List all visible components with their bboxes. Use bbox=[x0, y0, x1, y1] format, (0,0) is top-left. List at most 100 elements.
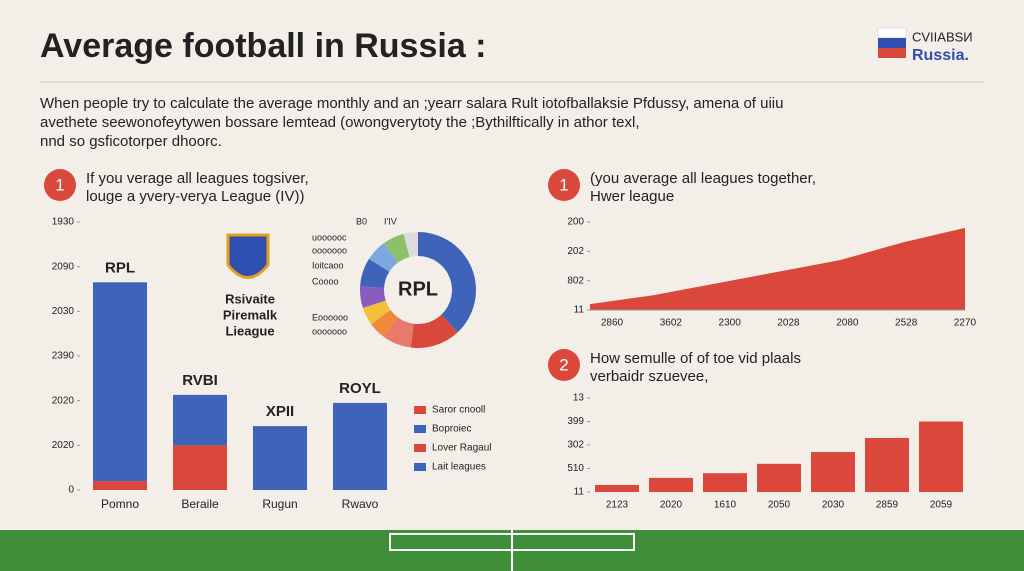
donut-label: ooooooo bbox=[312, 326, 347, 336]
donut-segment bbox=[369, 243, 399, 272]
bar-segment bbox=[253, 426, 307, 490]
intro-line: avethete seewonofeytywen bossare lemtead… bbox=[40, 114, 639, 131]
bar bbox=[811, 452, 855, 492]
y-tick-label: 1930 bbox=[52, 217, 75, 228]
donut-segment bbox=[383, 233, 410, 263]
y-tick-label: 802 bbox=[567, 275, 584, 286]
y-tick-label: 399 bbox=[567, 416, 584, 427]
legend-swatch bbox=[414, 425, 426, 433]
flag bbox=[877, 27, 907, 39]
section-line: Hwer league bbox=[590, 188, 674, 205]
donut-segment bbox=[371, 309, 399, 337]
intro-line: When people try to calculate the average… bbox=[40, 95, 783, 112]
x-tick-label: 2028 bbox=[777, 318, 800, 329]
section-number: 1 bbox=[559, 175, 568, 194]
x-tick-label: Rwavo bbox=[342, 497, 379, 511]
bar bbox=[865, 437, 909, 492]
bar bbox=[595, 484, 639, 492]
section-badge bbox=[548, 169, 580, 201]
title: Average football in Russia : bbox=[40, 27, 487, 65]
donut-segment bbox=[383, 317, 414, 348]
donut-label: Eoooooo bbox=[312, 312, 348, 322]
y-tick-label: 510 bbox=[567, 463, 584, 474]
section-number: 2 bbox=[559, 355, 568, 374]
section-line: If you verage all leagues togsiver, bbox=[86, 170, 309, 187]
logo-bottom: Russia. bbox=[912, 47, 969, 64]
donut-label: B0 bbox=[356, 216, 367, 226]
legend-swatch bbox=[414, 406, 426, 414]
donut-segment bbox=[418, 232, 476, 333]
donut-segment bbox=[360, 286, 386, 308]
legend-label: Lover Ragaul bbox=[432, 443, 491, 454]
bar-segment bbox=[333, 402, 387, 490]
pitch-box bbox=[389, 533, 635, 551]
bar-label: RVBI bbox=[182, 372, 218, 389]
donut-label: uoooooc bbox=[312, 232, 347, 242]
y-tick-label: 200 bbox=[567, 217, 584, 228]
y-tick-label: 0 bbox=[68, 485, 74, 496]
y-tick-label: 2030 bbox=[52, 306, 75, 317]
donut-label: I'IV bbox=[384, 216, 397, 226]
area bbox=[590, 227, 965, 310]
legend-swatch bbox=[414, 444, 426, 452]
y-tick-label: 11 bbox=[574, 305, 585, 316]
x-tick-label: 2123 bbox=[606, 500, 629, 511]
x-tick-label: 2020 bbox=[660, 500, 683, 511]
x-tick-label: 1610 bbox=[714, 500, 737, 511]
legend-swatch bbox=[414, 463, 426, 471]
x-tick-label: 2080 bbox=[836, 318, 859, 329]
bar bbox=[757, 463, 801, 492]
y-tick-label: 11 bbox=[574, 487, 585, 498]
legend-label: Boproiec bbox=[432, 424, 471, 435]
donut-label: Coooo bbox=[312, 276, 339, 286]
bar bbox=[649, 477, 693, 492]
donut-center: RPL bbox=[398, 278, 438, 300]
bar-segment bbox=[173, 445, 227, 490]
x-tick-label: Beraile bbox=[181, 497, 219, 511]
x-tick-label: Pomno bbox=[101, 497, 139, 511]
logo-top: CVIIABSИ bbox=[912, 29, 973, 44]
intro-line: nnd so gsficotorper dhoorc. bbox=[40, 133, 222, 150]
bar-label: RPL bbox=[105, 259, 135, 276]
section-badge bbox=[44, 169, 76, 201]
x-tick-label: 2860 bbox=[601, 318, 624, 329]
x-tick-label: Rugun bbox=[262, 497, 297, 511]
donut-label: Ioitcaoo bbox=[312, 260, 344, 270]
bar bbox=[703, 473, 747, 492]
bar-segment bbox=[93, 481, 147, 490]
donut-segment bbox=[360, 258, 390, 288]
crest-label: Piremalk bbox=[223, 307, 278, 322]
y-tick-label: 302 bbox=[567, 440, 584, 451]
bar-segment bbox=[93, 282, 147, 482]
bar-label: XPII bbox=[266, 403, 294, 420]
x-tick-label: 3602 bbox=[660, 318, 683, 329]
bar-segment bbox=[173, 394, 227, 446]
y-tick-label: 202 bbox=[567, 246, 584, 257]
donut-segment bbox=[410, 314, 458, 349]
x-tick-label: 2270 bbox=[954, 318, 977, 329]
y-tick-label: 2390 bbox=[52, 351, 75, 362]
legend-label: Saror cnooll bbox=[432, 405, 485, 416]
section-number: 1 bbox=[55, 175, 64, 194]
donut-segment bbox=[403, 232, 418, 258]
section-line: (you average all leagues together, bbox=[590, 170, 816, 187]
flag bbox=[878, 38, 906, 48]
y-tick-label: 2090 bbox=[52, 261, 75, 272]
section-badge bbox=[548, 349, 580, 381]
bar-label: ROYL bbox=[339, 380, 381, 397]
x-tick-label: 2859 bbox=[876, 500, 899, 511]
x-tick-label: 2059 bbox=[930, 500, 953, 511]
crest-label: Rsivaite bbox=[225, 291, 275, 306]
section-line: louge a yvery-verya League (IV)) bbox=[86, 188, 304, 205]
donut-segment bbox=[362, 300, 391, 325]
x-tick-label: 2030 bbox=[822, 500, 845, 511]
crest-label: Lieague bbox=[225, 323, 274, 338]
y-tick-label: 2020 bbox=[52, 395, 75, 406]
donut-label: ooooooo bbox=[312, 245, 347, 255]
x-tick-label: 2300 bbox=[719, 318, 742, 329]
y-tick-label: 2020 bbox=[52, 440, 75, 451]
y-tick-label: 13 bbox=[573, 393, 585, 404]
section-line: How semulle of of toe vid plaals bbox=[590, 350, 801, 367]
